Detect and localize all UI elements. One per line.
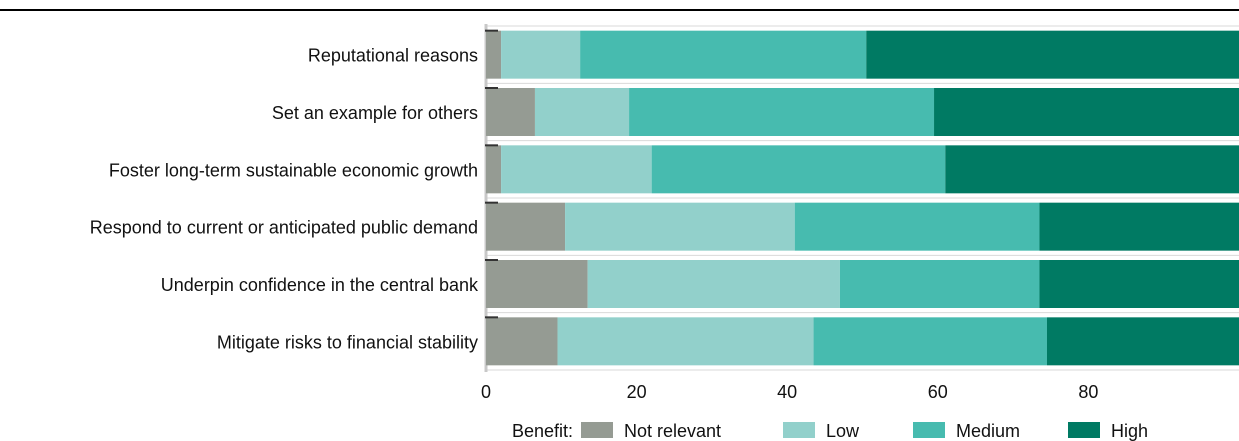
x-tick-label: 80 — [1078, 382, 1098, 402]
bar-segment — [486, 145, 502, 194]
x-axis-ticks: 0 20 40 60 80 — [481, 382, 1098, 402]
bar-segment — [501, 30, 581, 79]
grid-lines — [484, 24, 1239, 372]
bar-segment — [557, 317, 814, 366]
bar-segment — [1039, 202, 1239, 251]
legend-label: Medium — [956, 421, 1020, 441]
bar-segment — [486, 317, 558, 366]
bar-segment — [486, 30, 502, 79]
category-label: Underpin confidence in the central bank — [161, 275, 479, 295]
bar-segment — [629, 88, 935, 136]
category-label: Respond to current or anticipated public… — [90, 218, 478, 238]
category-label: Set an example for others — [272, 103, 478, 123]
bar-segment — [534, 88, 630, 136]
bar-segment — [945, 145, 1239, 194]
bar-segment — [1039, 260, 1239, 308]
bars — [485, 29, 1239, 366]
legend-label: High — [1111, 421, 1148, 441]
bar-segment — [587, 260, 840, 308]
bar-segment — [813, 317, 1047, 366]
bar-segment — [866, 30, 1239, 79]
bar-segment — [486, 88, 535, 136]
bar-segment — [580, 30, 867, 79]
legend-swatch — [913, 422, 945, 438]
legend-swatch — [783, 422, 815, 438]
category-label: Reputational reasons — [308, 46, 478, 66]
category-label: Mitigate risks to financial stability — [217, 332, 478, 352]
legend: Benefit: Not relevant Low Medium High — [512, 421, 1148, 441]
bar-segment — [794, 202, 1040, 251]
x-tick-label: 60 — [928, 382, 948, 402]
x-tick-label: 20 — [627, 382, 647, 402]
bar-segment — [934, 88, 1239, 136]
x-tick-label: 0 — [481, 382, 491, 402]
bar-segment — [486, 202, 566, 251]
legend-swatch — [1068, 422, 1100, 438]
bar-segment — [501, 145, 652, 194]
bar-segment — [565, 202, 795, 251]
legend-swatch — [581, 422, 613, 438]
category-label: Foster long-term sustainable economic gr… — [109, 160, 478, 180]
category-labels: Reputational reasons Set an example for o… — [90, 46, 479, 353]
legend-label: Low — [826, 421, 860, 441]
bar-segment — [651, 145, 946, 194]
legend-title: Benefit: — [512, 421, 573, 441]
x-tick-label: 40 — [777, 382, 797, 402]
bar-segment — [1046, 317, 1239, 366]
bar-segment — [486, 260, 588, 308]
bar-segment — [839, 260, 1040, 308]
legend-label: Not relevant — [624, 421, 721, 441]
